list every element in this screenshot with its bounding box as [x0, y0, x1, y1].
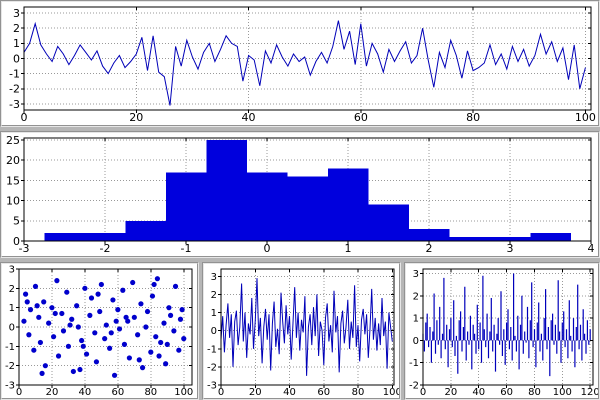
- svg-text:3: 3: [507, 242, 514, 255]
- svg-text:1: 1: [413, 314, 419, 325]
- svg-text:-2: -2: [207, 362, 217, 373]
- svg-text:0: 0: [13, 52, 20, 65]
- svg-text:60: 60: [500, 387, 513, 398]
- svg-text:3: 3: [211, 272, 217, 283]
- svg-text:3: 3: [413, 269, 419, 280]
- svg-text:100: 100: [383, 387, 399, 398]
- svg-text:0: 0: [16, 387, 22, 398]
- svg-text:120: 120: [581, 387, 598, 398]
- svg-text:80: 80: [466, 111, 480, 124]
- histogram-chart[interactable]: -3 -2 -1 0 1 2 3 4 0 5 10 15 20 25: [2, 133, 598, 256]
- svg-text:-1: -1: [181, 242, 192, 255]
- svg-text:40: 40: [472, 387, 485, 398]
- svg-text:-3: -3: [5, 381, 15, 392]
- svg-text:15: 15: [6, 174, 20, 187]
- svg-text:-2: -2: [409, 381, 419, 392]
- panel-stem: 0 20 40 60 80 100 120 -2 -1 0 1 2 3: [404, 262, 600, 400]
- panel-histogram: -3 -2 -1 0 1 2 3 4 0 5 10 15 20 25: [0, 131, 600, 258]
- svg-text:60: 60: [111, 387, 124, 398]
- svg-text:0: 0: [211, 326, 217, 337]
- stem-chart[interactable]: 0 20 40 60 80 100 120 -2 -1 0 1 2 3: [406, 264, 598, 398]
- svg-text:3: 3: [9, 265, 15, 276]
- svg-text:100: 100: [575, 111, 596, 124]
- svg-text:80: 80: [528, 387, 541, 398]
- svg-text:0: 0: [413, 336, 419, 347]
- svg-text:-1: -1: [9, 67, 20, 80]
- svg-text:0: 0: [21, 111, 28, 124]
- svg-text:-1: -1: [409, 358, 419, 369]
- svg-text:20: 20: [46, 387, 59, 398]
- svg-text:3: 3: [13, 7, 20, 20]
- svg-text:-3: -3: [9, 98, 20, 111]
- svg-text:0: 0: [218, 387, 224, 398]
- panel-noise: 0 20 40 60 80 100 -3 -2 -1 0 1 2 3: [202, 262, 401, 400]
- svg-text:100: 100: [174, 387, 193, 398]
- noise-line-chart[interactable]: 0 20 40 60 80 100 -3 -2 -1 0 1 2 3: [204, 264, 399, 398]
- svg-text:-1: -1: [207, 344, 217, 355]
- svg-text:-2: -2: [9, 83, 20, 96]
- svg-text:-1: -1: [5, 342, 15, 353]
- svg-text:1: 1: [345, 242, 352, 255]
- scatter-chart[interactable]: 0 20 40 60 80 100 -3 -2 -1 0 1 2 3: [2, 264, 197, 399]
- svg-text:20: 20: [249, 387, 262, 398]
- timeseries-line-chart[interactable]: 0 20 40 60 80 100 -3 -2 -1 0 1 2 3: [2, 2, 598, 125]
- svg-text:60: 60: [354, 111, 368, 124]
- svg-text:2: 2: [9, 284, 15, 295]
- svg-text:-3: -3: [207, 381, 217, 392]
- svg-text:2: 2: [211, 290, 217, 301]
- svg-text:100: 100: [553, 387, 572, 398]
- svg-text:40: 40: [283, 387, 296, 398]
- svg-text:20: 20: [129, 111, 143, 124]
- svg-text:1: 1: [9, 303, 15, 314]
- svg-text:-2: -2: [5, 361, 15, 372]
- panel-timeseries: 0 20 40 60 80 100 -3 -2 -1 0 1 2 3: [0, 0, 600, 127]
- svg-text:40: 40: [79, 387, 92, 398]
- svg-text:20: 20: [445, 387, 458, 398]
- svg-text:0: 0: [13, 235, 20, 248]
- svg-text:0: 0: [264, 242, 271, 255]
- svg-text:5: 5: [13, 215, 20, 228]
- svg-text:2: 2: [413, 291, 419, 302]
- svg-text:-3: -3: [19, 242, 30, 255]
- svg-text:10: 10: [6, 194, 20, 207]
- svg-text:20: 20: [6, 154, 20, 167]
- svg-text:0: 0: [420, 387, 426, 398]
- svg-text:25: 25: [6, 134, 20, 147]
- svg-text:60: 60: [317, 387, 330, 398]
- svg-text:2: 2: [13, 22, 20, 35]
- svg-text:0: 0: [9, 323, 15, 334]
- svg-text:2: 2: [426, 242, 433, 255]
- svg-text:1: 1: [13, 37, 20, 50]
- svg-text:80: 80: [144, 387, 157, 398]
- svg-text:80: 80: [352, 387, 365, 398]
- svg-text:4: 4: [588, 242, 595, 255]
- panel-scatter: 0 20 40 60 80 100 -3 -2 -1 0 1 2 3: [0, 262, 199, 400]
- svg-text:40: 40: [242, 111, 256, 124]
- svg-text:-2: -2: [100, 242, 111, 255]
- svg-text:1: 1: [211, 308, 217, 319]
